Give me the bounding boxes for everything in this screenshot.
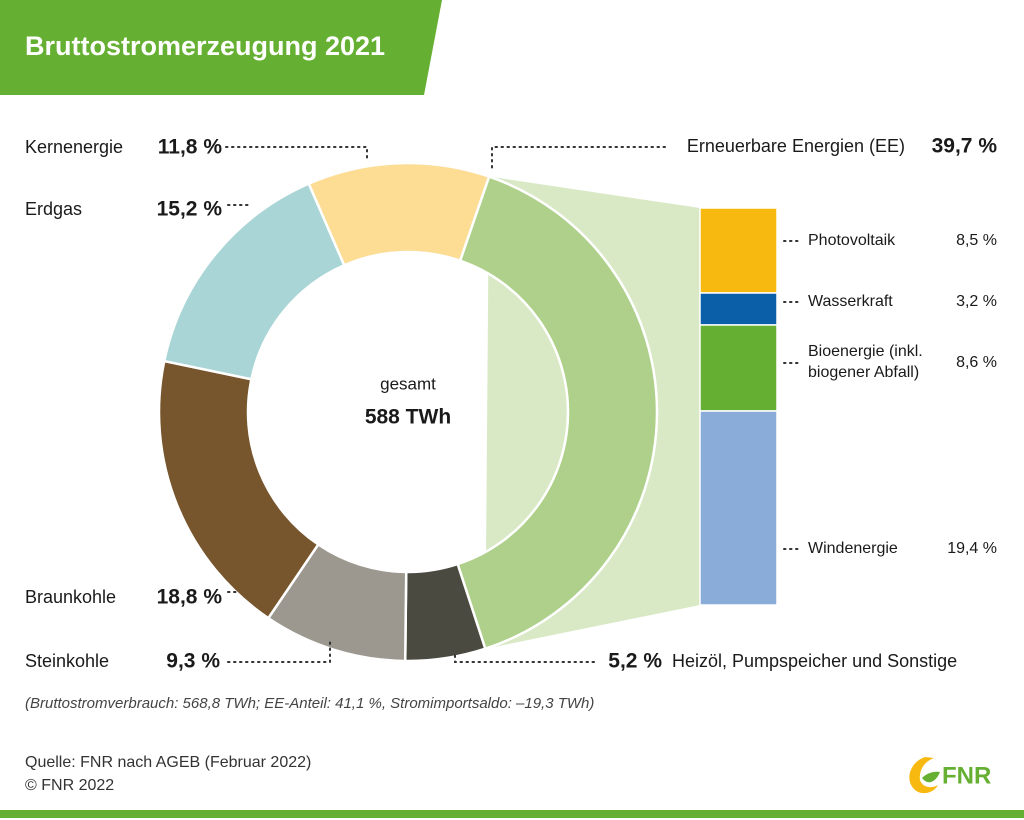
bar-value-label: 3,2 % xyxy=(956,293,997,310)
bar-segment xyxy=(699,410,778,606)
bar-segment xyxy=(699,324,778,412)
value-label: 39,7 % xyxy=(932,135,998,158)
note: (Bruttostromverbrauch: 568,8 TWh; EE-Ant… xyxy=(25,695,594,712)
slice-label: Steinkohle xyxy=(25,651,109,671)
pie-slice xyxy=(307,161,491,267)
slice-label: Erdgas xyxy=(25,199,82,219)
value-label: 15,2 % xyxy=(157,198,223,221)
bar-label: Photovoltaik xyxy=(808,232,896,249)
logo: FNR xyxy=(909,757,991,794)
slice-label: Heizöl, Pumpspeicher und Sonstige xyxy=(672,651,957,671)
value-label: 11,8 % xyxy=(158,136,223,159)
chart-title: Bruttostromerzeugung 2021 xyxy=(25,31,385,61)
source: Quelle: FNR nach AGEB (Februar 2022) xyxy=(25,754,311,771)
bar-value-label: 8,5 % xyxy=(956,232,997,249)
copyright: © FNR 2022 xyxy=(25,777,114,794)
bar-value-label: 19,4 % xyxy=(947,540,997,557)
value-label: 5,2 % xyxy=(608,650,662,673)
bar-segment xyxy=(699,292,778,326)
pie-slice xyxy=(456,174,659,651)
slice-label: Erneuerbare Energien (EE) xyxy=(687,136,905,156)
logo-text: FNR xyxy=(942,762,991,789)
bar-label: Wasserkraft xyxy=(808,293,893,310)
slice-label: Kernenergie xyxy=(25,137,123,157)
value-label: 9,3 % xyxy=(166,650,220,673)
pie-slice xyxy=(157,359,320,620)
center-label: gesamt xyxy=(380,374,436,393)
total-label: 588 TWh xyxy=(365,406,451,429)
bar-label: Bioenergie (inkl. biogener Abfall) xyxy=(808,343,923,381)
bottom-bar xyxy=(0,810,1024,818)
value-label: 18,8 % xyxy=(157,586,223,609)
slice-label: Braunkohle xyxy=(25,587,116,607)
title-banner xyxy=(0,0,442,95)
leader-lines xyxy=(225,146,801,663)
bar-segment xyxy=(699,207,778,294)
bar-value-label: 8,6 % xyxy=(956,354,997,371)
bar-label: Windenergie xyxy=(808,540,898,557)
